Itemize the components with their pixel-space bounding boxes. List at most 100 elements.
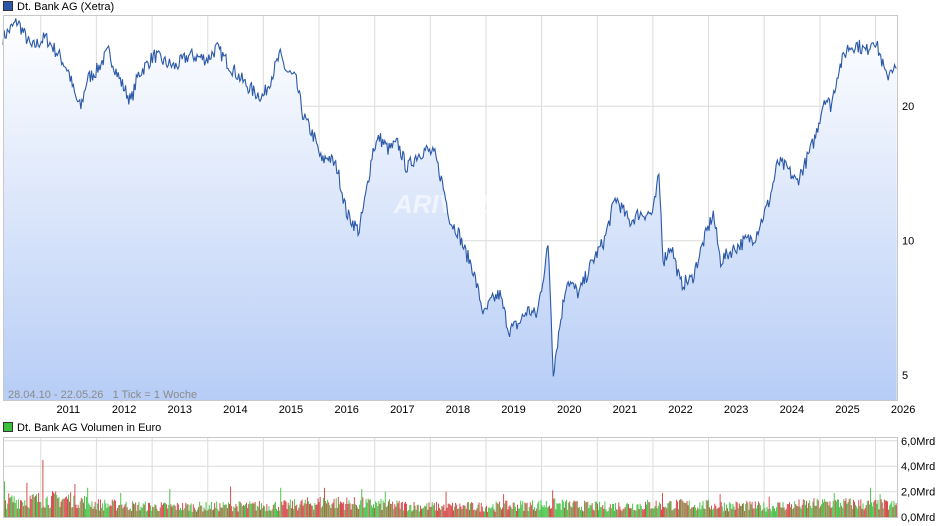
volume-bar (139, 510, 141, 517)
volume-bar (440, 509, 442, 517)
volume-bar (377, 506, 379, 517)
volume-bar (836, 499, 838, 517)
volume-bar (84, 496, 85, 517)
volume-bar (701, 505, 703, 517)
volume-bar (863, 509, 865, 517)
volume-bar (620, 509, 622, 517)
volume-bar (176, 502, 178, 517)
volume-bar (123, 506, 125, 517)
price-x-tick-label: 2016 (334, 404, 358, 416)
volume-bar (566, 499, 567, 517)
volume-bar (802, 499, 804, 517)
volume-bar (333, 498, 335, 517)
volume-bar (870, 487, 871, 517)
volume-bar (475, 510, 477, 517)
volume-bar (221, 507, 223, 517)
volume-bar (72, 507, 74, 517)
volume-bar (165, 503, 166, 517)
volume-bar (656, 508, 658, 517)
volume-bar (409, 505, 411, 517)
volume-bar (154, 504, 156, 517)
volume-bar (134, 504, 136, 517)
volume-bar (245, 504, 246, 517)
volume-bar (283, 500, 285, 517)
volume-bar (448, 503, 450, 517)
volume-bar (314, 503, 316, 517)
volume-bar (80, 497, 82, 517)
volume-bar (728, 511, 730, 517)
volume-bar (471, 502, 473, 517)
volume-bar (878, 509, 880, 517)
volume-bar (373, 504, 374, 517)
volume-bar (621, 511, 623, 517)
volume-bar (261, 503, 262, 517)
volume-bar (26, 482, 28, 517)
volume-bar (345, 504, 347, 517)
volume-bar (714, 503, 716, 517)
volume-bar (771, 506, 773, 517)
volume-bar (754, 501, 756, 517)
volume-bar (326, 503, 328, 517)
volume-bar (467, 502, 469, 517)
volume-bar (619, 506, 621, 517)
price-plot-frame (3, 15, 898, 401)
volume-bar (745, 504, 747, 517)
volume-bar (435, 501, 437, 517)
volume-bar (48, 508, 50, 517)
volume-bar (670, 501, 672, 517)
volume-bar (520, 500, 522, 517)
volume-bar (843, 499, 845, 517)
volume-bar (309, 504, 310, 517)
price-x-axis: 2011 2012 2013 2014 2015 2016 2017 2018 2019 2020… (57, 404, 916, 416)
volume-bar (845, 498, 847, 517)
volume-bar (418, 511, 420, 517)
volume-bar (806, 500, 807, 517)
volume-bar (657, 505, 659, 517)
volume-bar (606, 511, 608, 517)
volume-bar (60, 501, 62, 517)
volume-bar (528, 507, 530, 517)
volume-legend: Dt. Bank AG Volumen in Euro (3, 422, 161, 435)
volume-bar (531, 500, 533, 517)
volume-bar (524, 502, 526, 517)
volume-bar (793, 507, 795, 517)
volume-bar (295, 505, 297, 517)
volume-bar (648, 501, 650, 517)
volume-bar (78, 507, 80, 517)
volume-bar (655, 500, 657, 517)
volume-bar (348, 500, 350, 517)
volume-bar (839, 507, 841, 517)
volume-bar (786, 504, 788, 517)
volume-bar (217, 509, 219, 517)
volume-bar (691, 507, 693, 517)
volume-bar (761, 510, 763, 517)
volume-bar (343, 502, 345, 517)
volume-bar (23, 506, 25, 517)
volume-bar (490, 508, 492, 517)
volume-bar (738, 503, 740, 517)
volume-bar (379, 503, 381, 517)
volume-bar (543, 505, 545, 517)
volume-bar (416, 505, 418, 517)
volume-bar (526, 502, 528, 517)
volume-bar (199, 501, 201, 517)
volume-bar (337, 497, 339, 517)
volume-bar (875, 499, 877, 517)
volume-bar (744, 510, 746, 517)
volume-bar (27, 506, 29, 517)
volume-bar (186, 504, 188, 517)
volume-bar (772, 506, 774, 517)
volume-bar (698, 508, 700, 517)
volume-bar (266, 504, 268, 517)
volume-bar (75, 504, 77, 517)
price-legend-swatch (3, 1, 13, 11)
volume-bar (250, 503, 252, 517)
volume-bar (256, 505, 258, 517)
volume-bar (137, 504, 139, 517)
volume-bar (444, 510, 446, 517)
volume-bar (867, 500, 869, 517)
volume-bar (774, 508, 775, 517)
volume-bar (167, 508, 169, 517)
volume-bar (509, 505, 511, 517)
volume-bar (65, 496, 67, 517)
